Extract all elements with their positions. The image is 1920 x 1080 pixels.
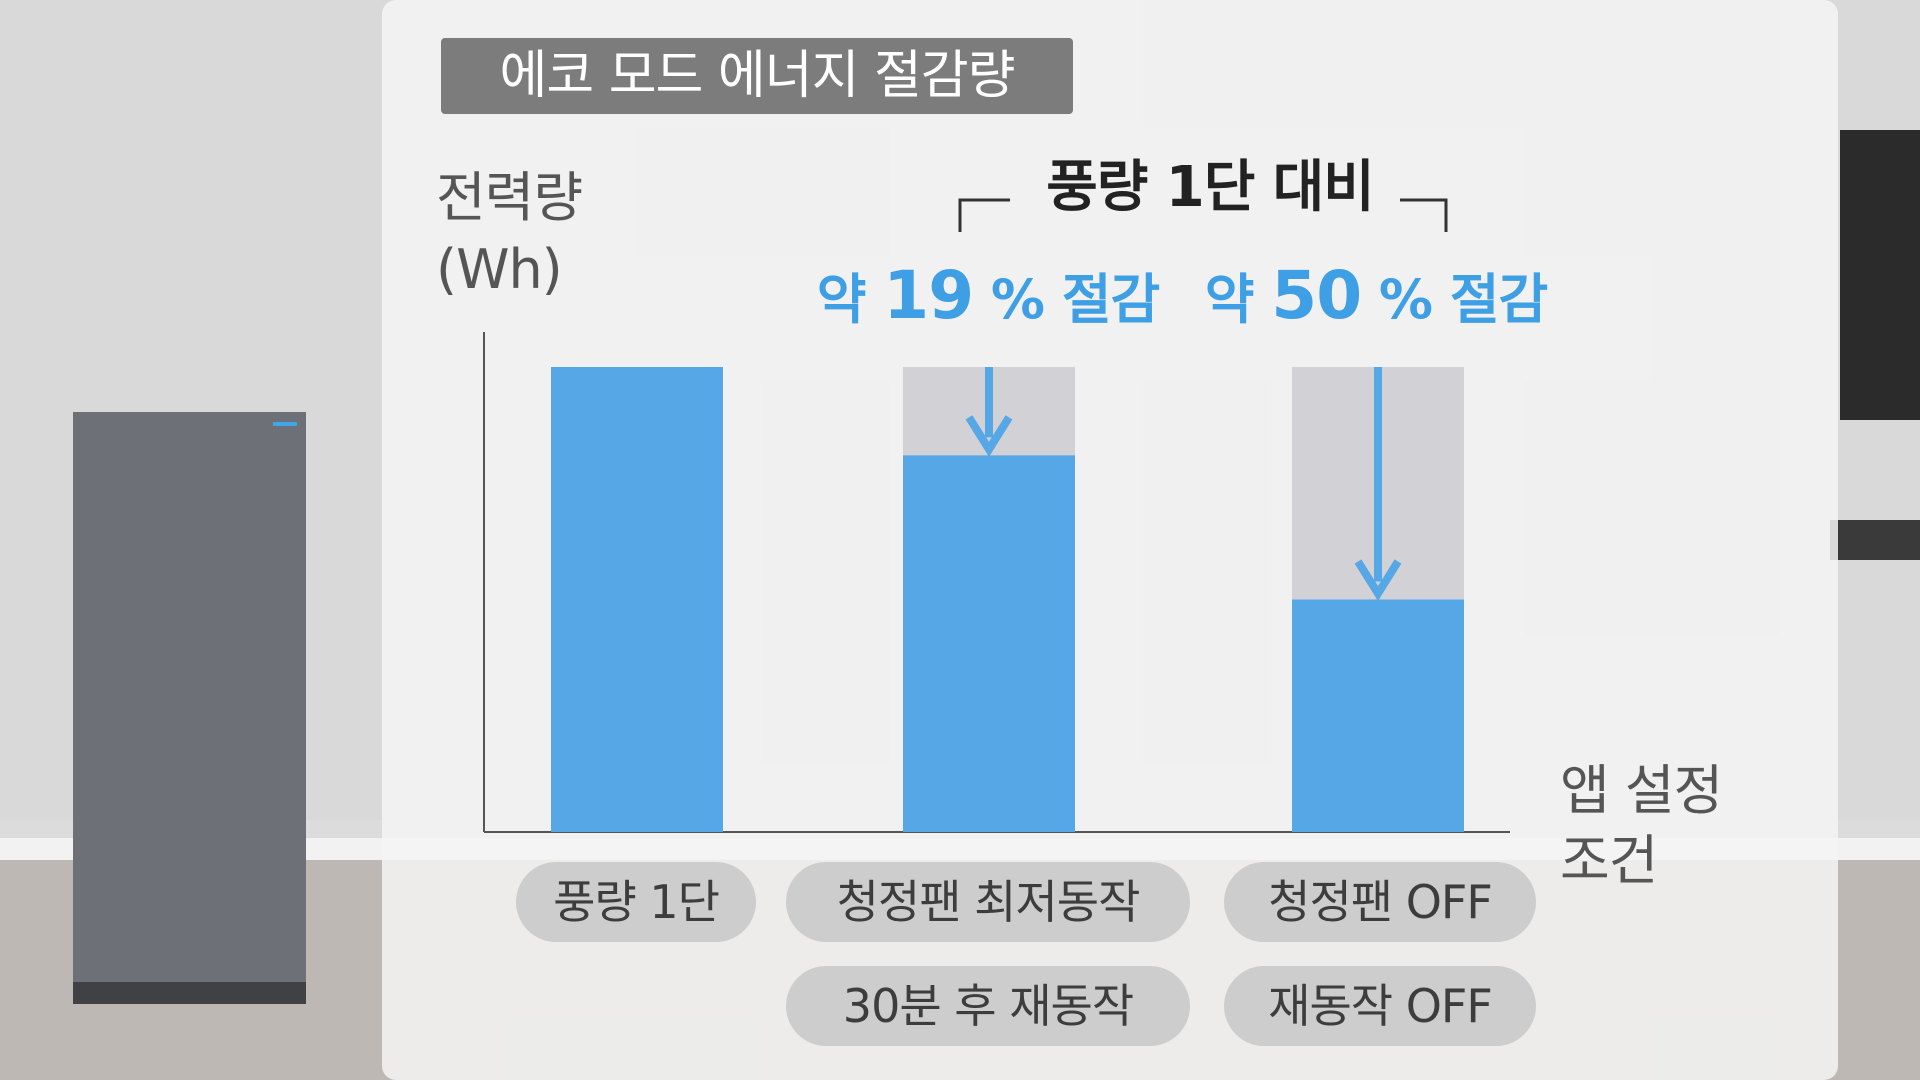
comparison-bracket-right bbox=[1400, 198, 1448, 232]
saving-label-2: 약 50 % 절감 bbox=[1176, 256, 1576, 340]
saving-2-suffix: % 절감 bbox=[1361, 268, 1548, 331]
saving-label-1: 약 19 % 절감 bbox=[788, 256, 1188, 340]
saving-1-prefix: 약 bbox=[816, 268, 884, 331]
condition-pill-2a: 청정팬 최저동작 bbox=[786, 862, 1190, 942]
condition-pill-3b: 재동작 OFF bbox=[1224, 966, 1536, 1046]
x-axis-label-line1: 앱 설정 bbox=[1560, 759, 1723, 822]
saving-1-suffix: % 절감 bbox=[973, 268, 1160, 331]
x-axis-label: 앱 설정 조건 bbox=[1560, 756, 1723, 896]
y-axis-label-line2: (Wh) bbox=[436, 238, 563, 301]
y-axis-label: 전력량 (Wh) bbox=[436, 162, 583, 306]
bar-2 bbox=[903, 455, 1075, 832]
comparison-bracket-left bbox=[958, 198, 1010, 232]
y-axis-label-line1: 전력량 bbox=[436, 166, 583, 229]
air-purifier-image bbox=[73, 412, 306, 1004]
saving-1-number: 19 bbox=[883, 257, 974, 334]
chart-title: 에코 모드 에너지 절감량 bbox=[441, 38, 1073, 114]
bar-1 bbox=[551, 367, 723, 832]
condition-pill-2b: 30분 후 재동작 bbox=[786, 966, 1190, 1046]
condition-pill-3a: 청정팬 OFF bbox=[1224, 862, 1536, 942]
condition-pill-1: 풍량 1단 bbox=[516, 862, 756, 942]
reduction-arrow-head-2 bbox=[965, 415, 1013, 457]
x-axis-label-line2: 조건 bbox=[1560, 829, 1658, 892]
bar-3 bbox=[1292, 599, 1464, 832]
comparison-label: 풍량 1단 대비 bbox=[1046, 155, 1375, 220]
saving-2-number: 50 bbox=[1271, 257, 1362, 334]
saving-2-prefix: 약 bbox=[1204, 268, 1272, 331]
reduction-arrow-head-3 bbox=[1354, 559, 1402, 602]
